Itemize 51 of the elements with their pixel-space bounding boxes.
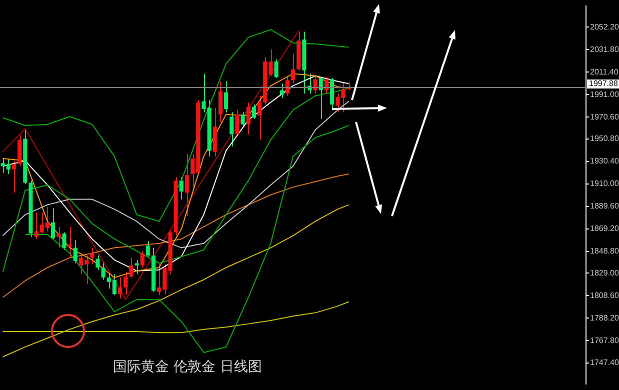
- y-tick-label: 1788.20: [590, 313, 619, 322]
- candlestick: [101, 260, 106, 280]
- candlestick: [73, 240, 78, 264]
- candlestick: [224, 80, 228, 113]
- candlestick: [68, 226, 72, 258]
- candlestick: [146, 240, 150, 258]
- candlestick: [118, 277, 122, 299]
- y-tick-label: 2052.20: [590, 22, 619, 32]
- candlestick: [240, 112, 245, 128]
- y-tick-label: 2031.80: [590, 44, 619, 54]
- candlestick: [258, 95, 262, 140]
- annotation: 国际黄金 伦敦金 日线图: [113, 358, 262, 376]
- y-tick-label: 2011.40: [590, 67, 619, 76]
- candlestick: [56, 226, 61, 248]
- y-tick-label: 1808.60: [590, 290, 619, 300]
- y-tick-label: 1950.80: [590, 134, 619, 144]
- y-tick-label: 1747.40: [590, 358, 619, 368]
- candlestick: [124, 272, 128, 296]
- candlestick: [12, 160, 16, 194]
- candlestick: [274, 58, 278, 79]
- ref-line-label: 1997.88: [589, 79, 618, 88]
- y-tick-label: 1767.80: [590, 336, 619, 345]
- candlestick: [218, 80, 222, 123]
- y-tick-label: 1991.00: [590, 90, 619, 99]
- candlestick: [134, 259, 139, 275]
- candlestick: [318, 76, 323, 120]
- y-tick-label: 1930.40: [590, 156, 619, 166]
- candlestick: [129, 257, 134, 278]
- y-tick-label: 1869.20: [590, 224, 619, 234]
- y-tick-label: 1910.00: [590, 179, 619, 188]
- candlestick: [62, 232, 66, 250]
- candlestick: [179, 176, 184, 200]
- candlestick: [252, 104, 256, 120]
- candlestick: [280, 83, 284, 98]
- candlestick: [96, 254, 100, 270]
- candlestick: [230, 112, 234, 147]
- candlestick: [202, 73, 206, 113]
- y-tick-label: 1970.60: [590, 112, 619, 122]
- candlestick: [313, 75, 318, 94]
- y-tick-label: 1848.80: [590, 246, 619, 256]
- candlestick: [246, 102, 250, 135]
- y-tick-label: 1889.60: [590, 202, 619, 211]
- candlestick: [235, 110, 240, 136]
- candlestick: [140, 250, 144, 268]
- candlestick: [290, 53, 296, 84]
- y-tick-label: 1829.00: [590, 268, 619, 278]
- candlestick: [51, 208, 56, 240]
- candlestick: [184, 154, 189, 216]
- candlestick: [324, 76, 328, 94]
- candlestick: [90, 247, 94, 265]
- candlestick: [285, 75, 290, 96]
